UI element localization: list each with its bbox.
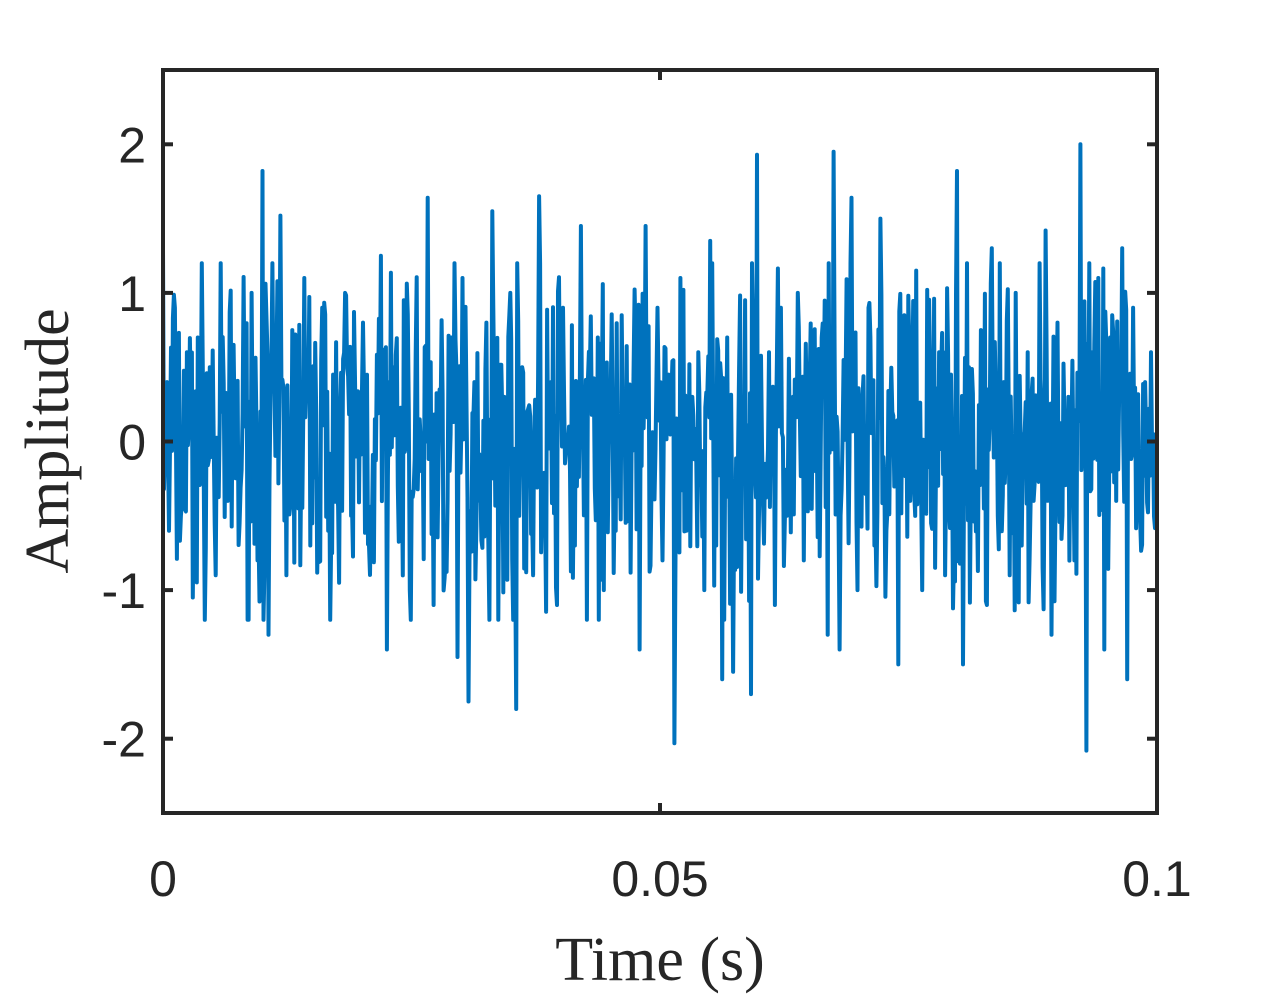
- y-tick-label: -1: [102, 563, 146, 619]
- x-tick-label: 0.1: [1122, 851, 1192, 907]
- x-axis-title: Time (s): [555, 926, 765, 994]
- y-tick-label: -2: [102, 712, 146, 768]
- x-tick-labels: 0 0.05 0.1: [149, 851, 1192, 907]
- x-tick-label: 0: [149, 851, 177, 907]
- plot-frame: [161, 68, 1159, 815]
- series-layer: [161, 142, 1159, 753]
- y-tick-labels: -2 -1 0 1 2: [102, 117, 146, 767]
- y-axis-title: Amplitude: [14, 308, 82, 573]
- y-tick-label: 0: [118, 415, 146, 471]
- y-tick-label: 2: [118, 117, 146, 173]
- series-line: [161, 142, 1159, 753]
- x-tick-label: 0.05: [611, 851, 708, 907]
- y-tick-label: 1: [118, 266, 146, 322]
